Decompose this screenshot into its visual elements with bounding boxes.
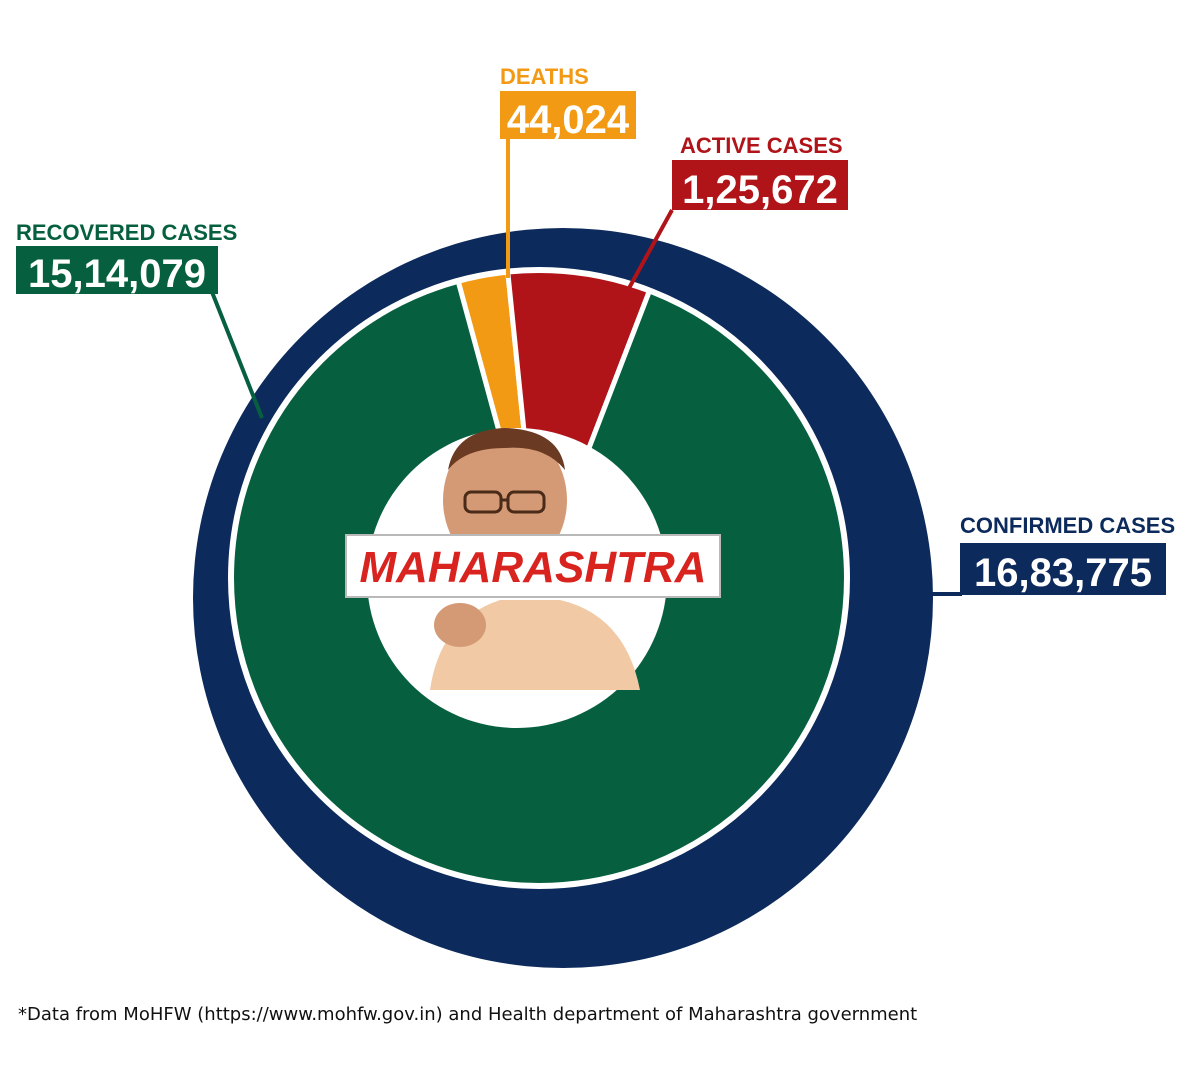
confirmed-value: 16,83,775 <box>974 551 1152 595</box>
footnote: *Data from MoHFW (https://www.mohfw.gov.… <box>18 1004 918 1025</box>
deaths-value-box <box>500 91 636 139</box>
recovered-value-box <box>16 246 218 294</box>
active-leader-line <box>626 209 674 291</box>
active-label: ACTIVE CASES <box>680 133 843 158</box>
deaths-value: 44,024 <box>507 98 630 142</box>
confirmed-label: CONFIRMED CASES <box>960 513 1175 538</box>
recovered-label: RECOVERED CASES <box>16 220 237 245</box>
confirmed-value-box <box>960 543 1166 595</box>
center-label: MAHARASHTRA <box>359 543 706 592</box>
active-value: 1,25,672 <box>682 168 838 212</box>
center-label-box <box>345 534 721 598</box>
pie-outline <box>228 267 850 889</box>
recovered-leader-line <box>210 291 264 419</box>
active-value-box <box>672 160 848 210</box>
deaths-label: DEATHS <box>500 64 589 89</box>
recovered-value: 15,14,079 <box>28 252 206 296</box>
